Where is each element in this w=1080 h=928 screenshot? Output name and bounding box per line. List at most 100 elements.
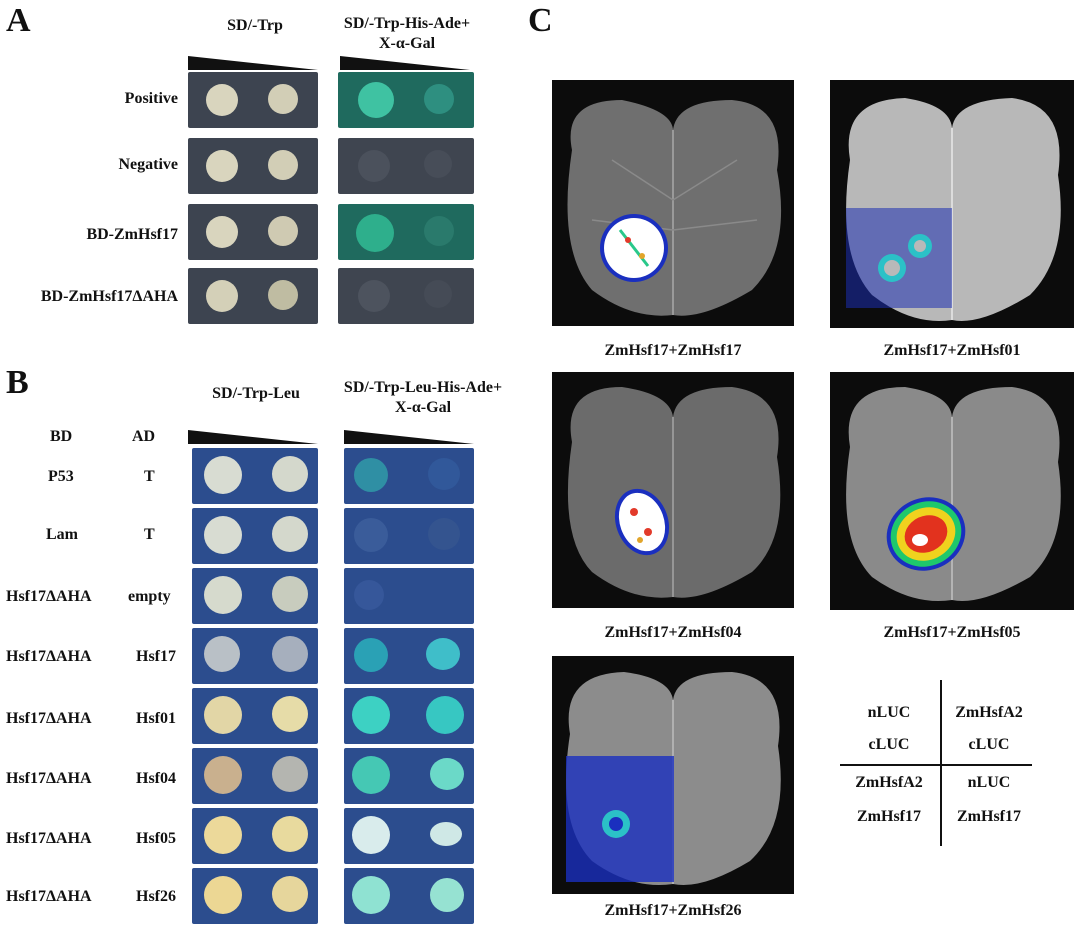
yeast-colony [426, 638, 460, 670]
leaf-caption: ZmHsf17+ZmHsf05 [883, 624, 1021, 641]
yeast-plate [338, 204, 474, 260]
panel-b-col2-header: SD/-Trp-Leu-His-Ade+ X-α-Gal [318, 378, 528, 418]
panel-a-letter: A [6, 2, 31, 39]
yeast-colony [352, 816, 390, 854]
yeast-colony [356, 214, 394, 252]
yeast-plate [192, 808, 318, 864]
yeast-colony [272, 636, 308, 672]
ad-label: Hsf05 [136, 830, 176, 847]
yeast-colony [204, 816, 242, 854]
yeast-plate [344, 748, 474, 804]
yeast-colony [272, 696, 308, 732]
leaf-luminescence-image [830, 372, 1074, 610]
yeast-plate [192, 748, 318, 804]
yeast-colony [428, 518, 460, 550]
yeast-colony [354, 518, 388, 552]
bd-label: Hsf17ΔAHA [6, 710, 92, 727]
ad-label: T [144, 526, 155, 543]
leaf-caption: ZmHsf17+ZmHsf26 [604, 902, 742, 919]
yeast-colony [268, 150, 298, 180]
legend-cell: ZmHsf17 [957, 808, 1021, 825]
yeast-colony [272, 756, 308, 792]
leaf-luminescence-image [552, 372, 794, 608]
dilution-wedge-b2 [344, 430, 474, 444]
yeast-colony [358, 150, 390, 182]
dilution-wedge-b1 [188, 430, 318, 444]
panel-a-col2-header: SD/-Trp-His-Ade+ X-α-Gal [322, 14, 492, 54]
bd-label: Hsf17ΔAHA [6, 830, 92, 847]
legend-cell: ZmHsfA2 [955, 704, 1023, 721]
yeast-plate [192, 868, 318, 924]
leaf-luminescence-image [830, 80, 1074, 328]
legend-cell: nLUC [967, 774, 1011, 791]
ad-label: T [144, 468, 155, 485]
yeast-colony [206, 216, 238, 248]
yeast-colony [204, 756, 242, 794]
yeast-colony [204, 576, 242, 614]
leaf-caption: ZmHsf17+ZmHsf04 [604, 624, 742, 641]
legend-cell: nLUC [867, 704, 911, 721]
yeast-plate [338, 138, 474, 194]
panel-b-col2-line1: SD/-Trp-Leu-His-Ade+ [343, 379, 503, 396]
yeast-colony [358, 280, 390, 312]
panel-b-col2-line2: X-α-Gal [394, 399, 452, 416]
ad-label: empty [128, 588, 171, 605]
ad-label: Hsf26 [136, 888, 176, 905]
yeast-plate [338, 268, 474, 324]
legend-cell: ZmHsf17 [857, 808, 921, 825]
ad-label: Hsf04 [136, 770, 176, 787]
yeast-plate [188, 268, 318, 324]
legend-vertical-line [940, 680, 942, 846]
panel-b-letter: B [6, 364, 29, 401]
yeast-colony [430, 878, 464, 912]
yeast-plate [188, 138, 318, 194]
yeast-colony [424, 216, 454, 246]
dilution-wedge-a2 [340, 56, 470, 70]
yeast-colony [204, 456, 242, 494]
yeast-plate [344, 508, 474, 564]
yeast-colony [204, 516, 242, 554]
legend-cell: ZmHsfA2 [855, 774, 923, 791]
yeast-colony [272, 876, 308, 912]
leaf-caption: ZmHsf17+ZmHsf01 [883, 342, 1021, 359]
leaf-luminescence-image [552, 80, 794, 326]
ad-label: Hsf01 [136, 710, 176, 727]
panel-b-col1-header: SD/-Trp-Leu [212, 385, 300, 402]
panel-a-col2-line1: SD/-Trp-His-Ade+ [343, 15, 471, 32]
dilution-wedge-a1 [188, 56, 318, 70]
bd-label: Hsf17ΔAHA [6, 888, 92, 905]
yeast-plate [344, 568, 474, 624]
yeast-plate [192, 628, 318, 684]
yeast-colony [426, 696, 464, 734]
yeast-colony [206, 150, 238, 182]
yeast-colony [272, 516, 308, 552]
yeast-colony [272, 576, 308, 612]
yeast-colony [352, 756, 390, 794]
panel-a-col1-header: SD/-Trp [227, 17, 283, 34]
yeast-plate [192, 448, 318, 504]
ad-label: Hsf17 [136, 648, 176, 665]
ad-header: AD [132, 428, 156, 445]
yeast-colony [354, 580, 384, 610]
panel-a-row-label: Positive [124, 90, 178, 107]
legend-horizontal-line [840, 764, 1032, 766]
yeast-plate [188, 204, 318, 260]
panel-a-col2-line2: X-α-Gal [378, 35, 436, 52]
yeast-plate [338, 72, 474, 128]
yeast-colony [428, 458, 460, 490]
yeast-colony [206, 84, 238, 116]
bd-header: BD [50, 428, 73, 445]
yeast-colony [268, 280, 298, 310]
bd-label: Hsf17ΔAHA [6, 770, 92, 787]
panel-a-row-label: BD-ZmHsf17ΔAHA [40, 288, 178, 305]
yeast-colony [424, 150, 452, 178]
yeast-colony [354, 458, 388, 492]
yeast-colony [352, 696, 390, 734]
yeast-colony [206, 280, 238, 312]
yeast-colony [272, 456, 308, 492]
legend-cell: cLUC [868, 736, 910, 753]
panel-c-letter: C [528, 2, 553, 39]
yeast-colony [424, 84, 454, 114]
yeast-colony [430, 822, 462, 846]
panel-a-row-label: Negative [118, 156, 178, 173]
